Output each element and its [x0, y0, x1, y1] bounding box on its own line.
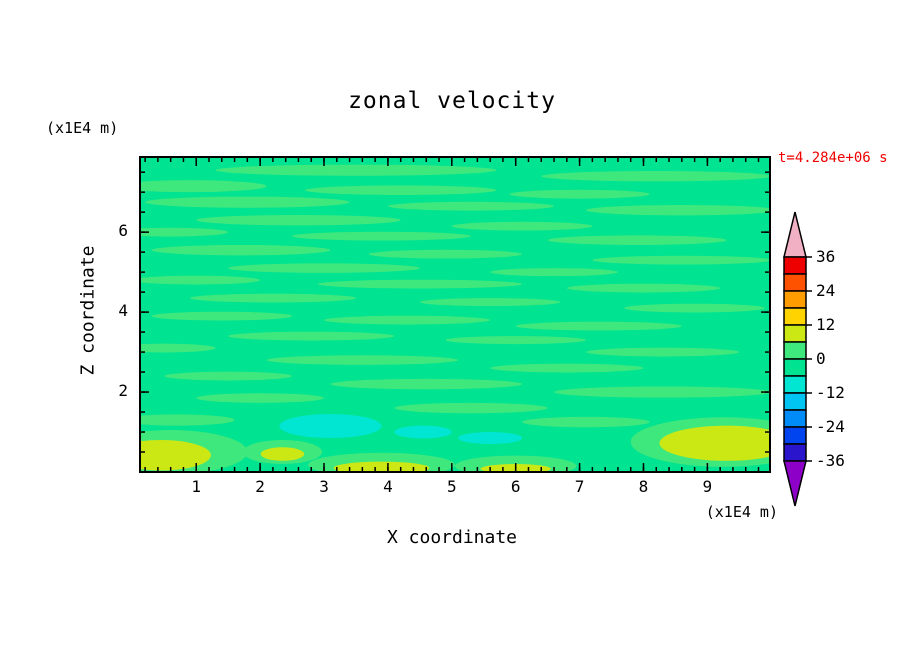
colorbar-band — [783, 375, 807, 394]
colorbar-tick-label: 24 — [816, 281, 836, 300]
x-tick-label: 8 — [638, 477, 649, 496]
x-tick-label: 3 — [319, 477, 329, 496]
x-tick-label: 2 — [255, 477, 265, 496]
x-tick-label: 4 — [383, 477, 393, 496]
colorbar-band — [783, 409, 807, 428]
colorbar-band — [783, 358, 807, 377]
x-axis-unit-label: (x1E4 m) — [705, 503, 778, 521]
colorbar-tick-label: 0 — [816, 349, 826, 368]
x-axis-label: X coordinate — [386, 527, 518, 548]
colorbar-band — [783, 443, 807, 462]
colorbar-tick-label: -24 — [816, 417, 845, 436]
plot-title: zonal velocity — [348, 88, 556, 114]
x-tick-label: 6 — [510, 477, 521, 496]
colorbar-band — [783, 392, 807, 411]
colorbar-over-arrow — [783, 211, 807, 258]
colorbar-band — [783, 307, 807, 326]
y-tick-label: 4 — [118, 301, 128, 321]
contour-field — [140, 157, 770, 472]
colorbar-band — [783, 324, 807, 343]
y-tick-label: 6 — [118, 221, 128, 241]
y-axis-unit-label: (x1E4 m) — [46, 119, 119, 137]
colorbar-band — [783, 426, 807, 445]
axis-ticks — [140, 157, 770, 472]
colorbar-band — [783, 290, 807, 309]
time-stamp-label: t=4.284e+06 s — [778, 150, 888, 166]
colorbar-under-arrow — [783, 460, 807, 507]
x-tick-label: 9 — [702, 477, 713, 496]
x-tick-label: 5 — [446, 477, 457, 496]
x-tick-label: 1 — [191, 477, 202, 496]
colorbar-tick-label: 12 — [816, 315, 836, 334]
y-tick-label: 2 — [118, 381, 128, 401]
colorbar-tick-label: 36 — [816, 247, 836, 266]
x-tick-label: 7 — [574, 477, 585, 496]
colorbar-tick-label: -12 — [816, 383, 845, 402]
colorbar — [783, 211, 812, 507]
colorbar-tick-label: -36 — [816, 451, 845, 470]
plot-frame — [139, 156, 771, 473]
colorbar-band — [783, 273, 807, 292]
colorbar-band — [783, 256, 807, 275]
colorbar-band — [783, 341, 807, 360]
